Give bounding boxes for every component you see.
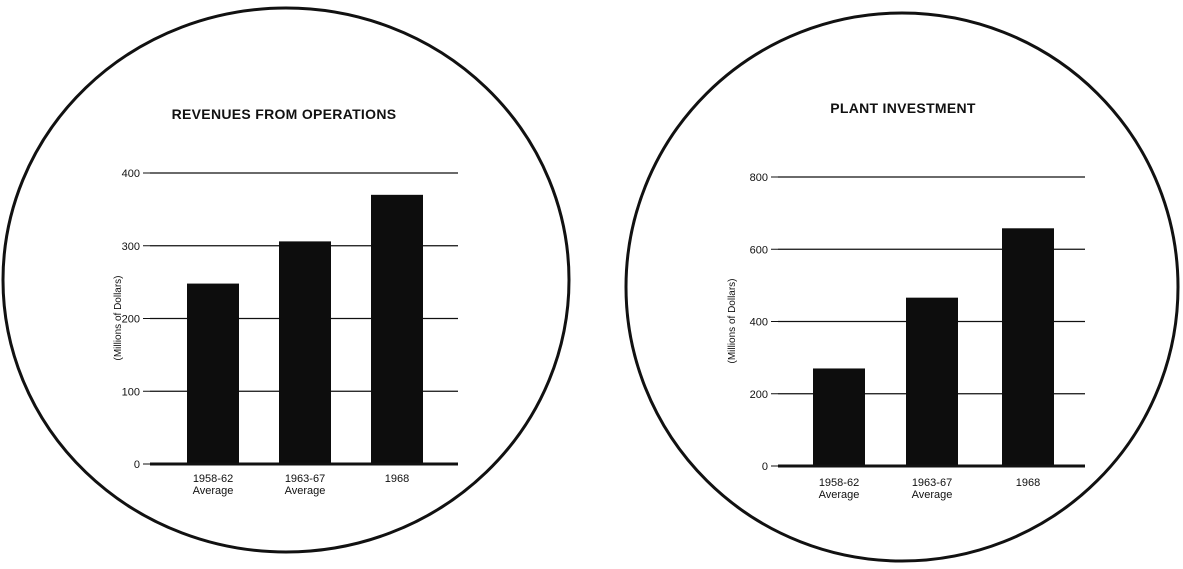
plant-investment-y-tick-label-0: 0 bbox=[762, 461, 768, 473]
plant-investment-category-label-1-line-2: Average bbox=[819, 489, 860, 501]
plant-investment-y-tick-label-200: 200 bbox=[750, 389, 768, 401]
plant-investment-chart: PLANT INVESTMENT (Millions of Dollars) 0… bbox=[624, 11, 1180, 563]
plant-investment-chart-y-axis-label: (Millions of Dollars) bbox=[727, 278, 738, 363]
revenues-chart-title: REVENUES FROM OPERATIONS bbox=[172, 106, 397, 122]
revenues-category-label-1-line-1: 1958-62 bbox=[193, 473, 233, 485]
revenues-category-label-3-line-1: 1968 bbox=[385, 473, 409, 485]
plant-investment-chart-frame-circle bbox=[624, 11, 1180, 563]
plant-investment-category-label-2-line-2: Average bbox=[912, 489, 953, 501]
revenues-category-label-1-line-2: Average bbox=[193, 485, 234, 497]
plant-investment-category-label-3: 1968 bbox=[1016, 477, 1040, 489]
plant-investment-category-label-1-line-1: 1958-62 bbox=[819, 477, 859, 489]
plant-investment-category-label-1: 1958-62 Average bbox=[819, 477, 860, 501]
plant-investment-y-tick-label-600: 600 bbox=[750, 244, 768, 256]
plant-investment-category-label-3-line-1: 1968 bbox=[1016, 477, 1040, 489]
revenues-bar-1 bbox=[187, 283, 239, 464]
revenues-category-label-3: 1968 bbox=[385, 473, 409, 485]
plant-investment-y-tick-label-800: 800 bbox=[750, 172, 768, 184]
plant-investment-chart-title: PLANT INVESTMENT bbox=[830, 100, 976, 116]
revenues-category-label-2-line-2: Average bbox=[285, 485, 326, 497]
plant-investment-category-label-2-line-1: 1963-67 bbox=[912, 477, 952, 489]
revenues-y-tick-label-400: 400 bbox=[122, 168, 140, 180]
plant-investment-bar-2 bbox=[906, 297, 958, 466]
revenues-y-tick-label-0: 0 bbox=[134, 459, 140, 471]
plant-investment-category-label-2: 1963-67 Average bbox=[912, 477, 953, 501]
revenues-category-label-2-line-1: 1963-67 bbox=[285, 473, 325, 485]
revenues-category-label-2: 1963-67 Average bbox=[285, 473, 326, 497]
revenues-y-tick-label-300: 300 bbox=[122, 241, 140, 253]
revenues-y-tick-label-200: 200 bbox=[122, 314, 140, 326]
plant-investment-bar-3 bbox=[1002, 228, 1054, 466]
plant-investment-y-tick-label-400: 400 bbox=[750, 317, 768, 329]
revenues-y-tick-label-100: 100 bbox=[122, 386, 140, 398]
revenues-chart-y-axis-label: (Millions of Dollars) bbox=[113, 275, 124, 360]
revenues-bar-3 bbox=[371, 194, 423, 464]
plant-investment-bar-1 bbox=[813, 368, 865, 466]
revenues-bar-2 bbox=[279, 241, 331, 464]
revenues-chart-frame-circle bbox=[1, 6, 571, 554]
revenues-category-label-1: 1958-62 Average bbox=[193, 473, 234, 497]
revenues-chart: REVENUES FROM OPERATIONS (Millions of Do… bbox=[1, 6, 571, 554]
